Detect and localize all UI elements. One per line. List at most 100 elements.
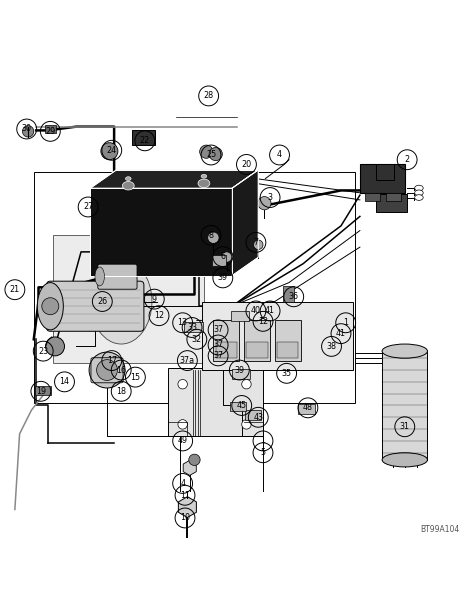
Ellipse shape — [95, 267, 104, 286]
Bar — [34, 171, 355, 403]
Text: 29: 29 — [45, 127, 55, 136]
Text: 40: 40 — [251, 306, 261, 315]
Ellipse shape — [122, 182, 134, 190]
Bar — [132, 130, 155, 145]
Bar — [231, 311, 249, 321]
Text: 30: 30 — [22, 124, 32, 133]
Circle shape — [46, 337, 64, 356]
Ellipse shape — [415, 190, 423, 195]
Circle shape — [89, 352, 125, 388]
Bar — [283, 286, 294, 303]
Text: 49: 49 — [178, 437, 188, 446]
Circle shape — [101, 143, 118, 160]
Ellipse shape — [201, 174, 207, 178]
Bar — [45, 125, 56, 133]
Bar — [376, 194, 407, 212]
Circle shape — [200, 145, 213, 159]
Text: 12: 12 — [154, 311, 164, 320]
Text: 5: 5 — [260, 448, 265, 457]
Text: 45: 45 — [237, 401, 247, 410]
Circle shape — [242, 420, 251, 429]
Text: 28: 28 — [203, 92, 214, 101]
Bar — [245, 410, 261, 420]
Circle shape — [242, 379, 251, 389]
Ellipse shape — [198, 179, 210, 188]
Text: 7: 7 — [253, 238, 258, 247]
Text: 4: 4 — [180, 479, 185, 488]
Text: 33: 33 — [187, 323, 197, 332]
Text: 18: 18 — [116, 387, 126, 396]
Text: 37: 37 — [213, 352, 223, 361]
Bar — [299, 404, 315, 414]
Bar — [376, 165, 394, 180]
Bar — [213, 320, 239, 361]
Text: 17: 17 — [107, 356, 117, 365]
Text: 35: 35 — [282, 369, 292, 378]
Circle shape — [221, 252, 232, 262]
Text: 41: 41 — [336, 329, 346, 338]
Circle shape — [97, 359, 118, 380]
Text: 39: 39 — [218, 273, 228, 282]
Text: 8: 8 — [209, 231, 213, 240]
Bar — [386, 193, 401, 201]
Text: 24: 24 — [107, 146, 117, 155]
Circle shape — [209, 147, 222, 160]
Circle shape — [189, 454, 200, 466]
Text: 12: 12 — [258, 317, 268, 326]
Text: 6: 6 — [220, 252, 225, 261]
Bar — [35, 386, 51, 395]
Bar — [275, 320, 301, 361]
Text: 27: 27 — [83, 203, 93, 212]
Text: 38: 38 — [327, 342, 337, 351]
Bar — [277, 342, 299, 358]
Polygon shape — [91, 170, 258, 188]
Circle shape — [22, 125, 34, 137]
Text: 2: 2 — [405, 155, 410, 164]
Text: 4: 4 — [277, 151, 282, 159]
Ellipse shape — [91, 259, 152, 344]
Circle shape — [178, 420, 187, 429]
Bar — [382, 351, 428, 460]
Text: 48: 48 — [303, 403, 313, 412]
Ellipse shape — [382, 453, 428, 467]
Polygon shape — [232, 170, 258, 276]
Text: 15: 15 — [130, 373, 140, 382]
Text: 26: 26 — [97, 297, 108, 306]
Bar — [360, 165, 405, 193]
Text: 11: 11 — [180, 491, 190, 500]
Text: 39: 39 — [234, 365, 245, 374]
Circle shape — [258, 197, 271, 210]
Text: 10: 10 — [180, 514, 190, 522]
Circle shape — [178, 379, 187, 389]
Text: 1: 1 — [261, 437, 265, 446]
Text: 36: 36 — [289, 292, 299, 302]
Text: 31: 31 — [400, 422, 410, 431]
Circle shape — [42, 298, 59, 315]
Ellipse shape — [415, 195, 423, 200]
Ellipse shape — [126, 177, 131, 180]
Polygon shape — [91, 188, 232, 276]
Bar — [212, 255, 226, 265]
Text: 9: 9 — [152, 295, 157, 304]
Text: 25: 25 — [206, 151, 216, 159]
Bar — [232, 368, 250, 379]
FancyBboxPatch shape — [46, 281, 144, 331]
Text: 16: 16 — [116, 365, 126, 374]
Bar — [246, 342, 268, 358]
Bar — [184, 322, 203, 332]
Circle shape — [254, 240, 263, 250]
Text: 13: 13 — [178, 318, 188, 327]
Text: 22: 22 — [140, 136, 150, 145]
Circle shape — [208, 232, 219, 244]
Text: 20: 20 — [241, 160, 252, 169]
Text: 41: 41 — [265, 306, 275, 315]
Text: 3: 3 — [268, 193, 273, 202]
Text: 14: 14 — [60, 377, 70, 387]
Text: 37a: 37a — [180, 356, 195, 365]
Ellipse shape — [37, 283, 64, 330]
Bar — [230, 402, 246, 411]
FancyBboxPatch shape — [98, 264, 137, 289]
Bar — [216, 342, 237, 358]
Text: 43: 43 — [253, 413, 263, 421]
Bar — [53, 235, 204, 363]
